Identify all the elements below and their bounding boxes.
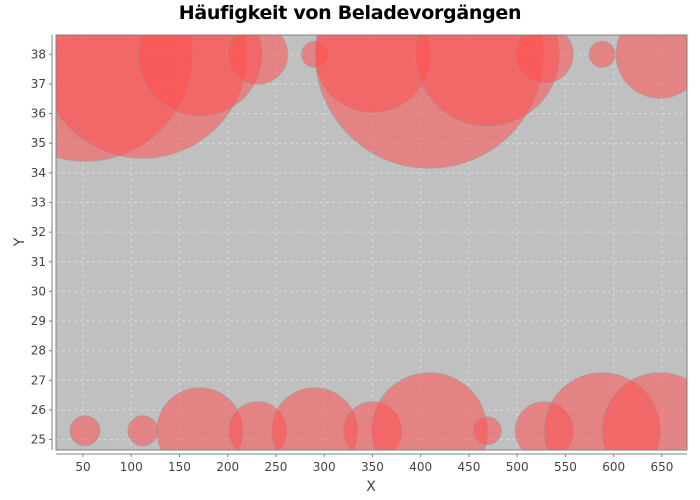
- y-tick-label: 35: [31, 136, 46, 150]
- bubbles: [56, 35, 687, 450]
- x-tick-label: 550: [554, 460, 577, 474]
- y-tick-label: 26: [31, 403, 46, 417]
- x-tick-label: 600: [602, 460, 625, 474]
- bubble: [472, 416, 502, 446]
- y-tick-label: 30: [31, 284, 46, 298]
- x-tick-label: 50: [75, 460, 90, 474]
- y-tick-label: 34: [31, 166, 46, 180]
- y-tick-label: 25: [31, 433, 46, 447]
- y-tick-label: 27: [31, 373, 46, 387]
- axes: 50 100 150 200 250 300 350 400 450 500 550 600 650 25…: [31, 34, 688, 474]
- y-tick-label: 31: [31, 255, 46, 269]
- x-tick-label: 150: [168, 460, 191, 474]
- bubble: [227, 35, 289, 85]
- x-tick-label: 400: [409, 460, 432, 474]
- x-axis-label: X: [366, 479, 376, 495]
- x-tick-label: 300: [313, 460, 336, 474]
- bubble: [127, 415, 159, 447]
- y-axis-label: Y: [12, 237, 28, 247]
- x-tick-label: 100: [120, 460, 143, 474]
- x-tick-label: 350: [361, 460, 384, 474]
- y-tick-label: 37: [31, 77, 46, 91]
- bubble: [69, 415, 101, 447]
- y-tick-label: 38: [31, 47, 46, 61]
- y-tick-label: 28: [31, 344, 46, 358]
- bubble: [615, 35, 687, 99]
- y-tick-label: 32: [31, 225, 46, 239]
- x-tick-label: 200: [216, 460, 239, 474]
- bubble: [588, 40, 616, 68]
- y-tick-label: 36: [31, 107, 46, 121]
- bubble: [601, 372, 687, 450]
- x-tick-label: 650: [650, 460, 673, 474]
- y-tick-label: 29: [31, 314, 46, 328]
- chart-title: Häufigkeit von Beladevorgängen: [178, 2, 522, 24]
- x-tick-label: 250: [265, 460, 288, 474]
- x-tick-label: 450: [457, 460, 480, 474]
- y-tick-label: 33: [31, 195, 46, 209]
- bubble: [514, 35, 574, 84]
- x-tick-label: 500: [506, 460, 529, 474]
- plot-border: [55, 34, 688, 451]
